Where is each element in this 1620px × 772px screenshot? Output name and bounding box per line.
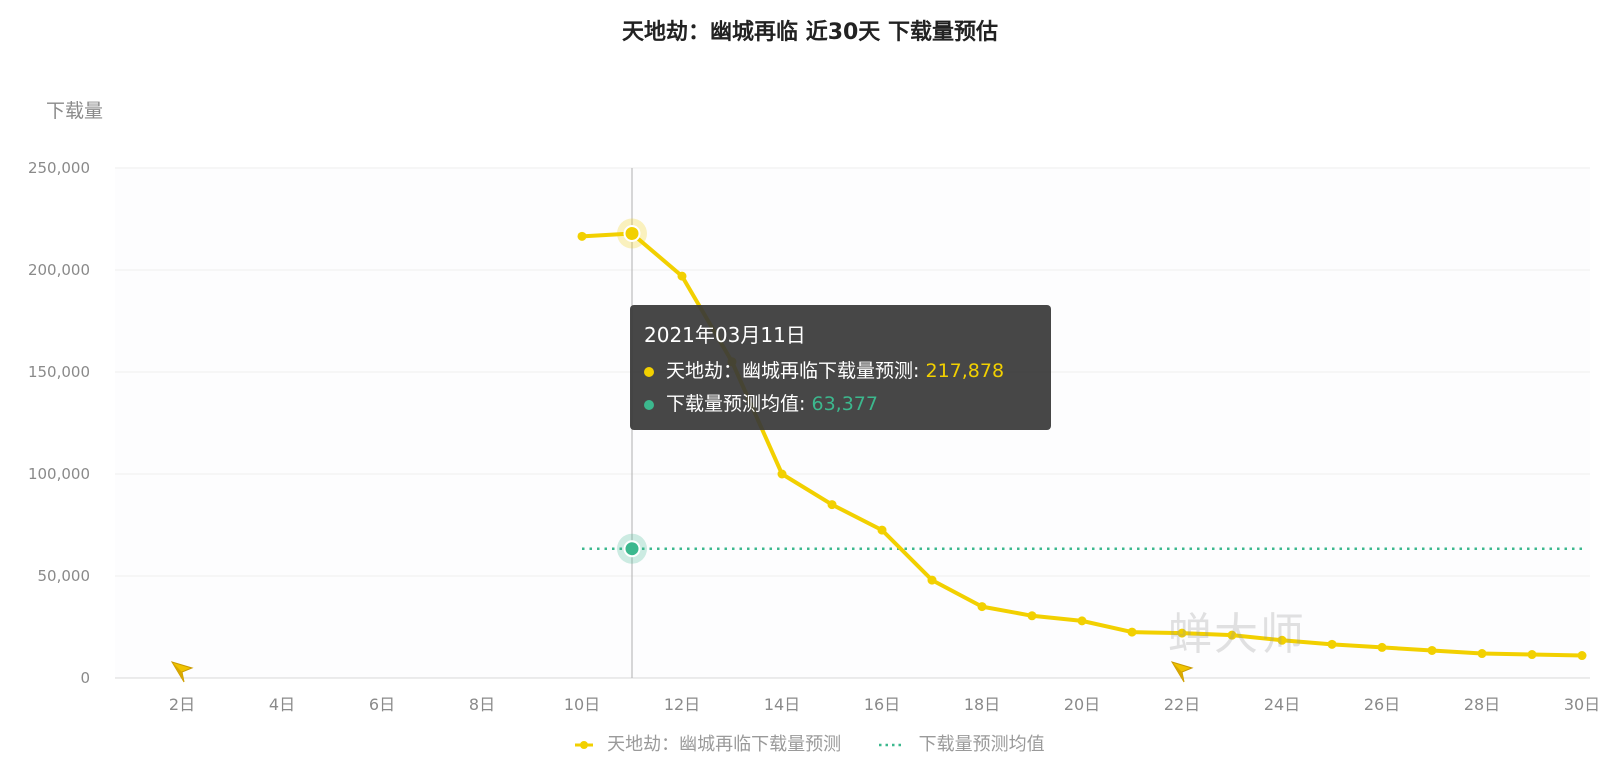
chart-title: 天地劫：幽城再临 近30天 下载量预估: [622, 20, 998, 45]
legend-item-forecast[interactable]: 天地劫：幽城再临下载量预测: [575, 730, 841, 756]
watermark: 蝉大师: [1168, 609, 1306, 660]
y-tick-label: 250,000: [28, 159, 90, 177]
data-point: [1527, 650, 1537, 660]
data-point: [1427, 645, 1437, 655]
data-point: [1277, 635, 1287, 645]
x-tick-label: 12日: [664, 695, 700, 714]
y-tick-label: 100,000: [28, 465, 90, 483]
highlight-point: [623, 225, 641, 243]
x-tick-label: 20日: [1064, 695, 1100, 714]
legend-label: 天地劫：幽城再临下载量预测: [607, 734, 842, 755]
x-tick-label: 4日: [269, 695, 295, 714]
x-tick-label: 30日: [1564, 695, 1600, 714]
x-tick-label: 8日: [469, 695, 495, 714]
data-point: [877, 525, 887, 535]
y-axis-label: 下载量: [46, 100, 104, 122]
data-point: [927, 575, 937, 585]
data-point: [1577, 651, 1587, 661]
data-point: [1227, 630, 1237, 640]
tooltip-dot-green: [644, 399, 654, 410]
data-point: [1177, 628, 1187, 638]
data-point: [1027, 611, 1037, 621]
flag-shade: [172, 662, 184, 682]
tooltip-label: 天地劫：幽城再临下载量预测:: [666, 360, 926, 382]
x-tick-label: 18日: [964, 695, 1000, 714]
data-point: [577, 231, 587, 241]
tooltip-value: 63,377: [811, 393, 878, 415]
data-point: [827, 500, 837, 510]
legend-item-mean[interactable]: 下载量预测均值: [878, 730, 1045, 756]
dotted-line-icon: [878, 743, 905, 747]
tooltip-label: 下载量预测均值:: [666, 393, 812, 415]
data-point: [1477, 649, 1487, 659]
x-tick-label: 28日: [1464, 695, 1500, 714]
tooltip-dot-yellow: [644, 366, 654, 377]
data-point: [1327, 639, 1337, 649]
tooltip-row-mean: 下载量预测均值: 63,377: [644, 389, 1037, 416]
data-point: [677, 271, 687, 281]
x-tick-label: 10日: [564, 695, 600, 714]
y-tick-label: 200,000: [28, 261, 90, 279]
data-point: [1127, 627, 1137, 637]
tooltip-row-forecast: 天地劫：幽城再临下载量预测: 217,878: [644, 356, 1037, 383]
data-point: [977, 602, 987, 612]
tooltip-date: 2021年03月11日: [644, 323, 806, 347]
data-point: [1077, 616, 1087, 626]
x-tick-label: 16日: [864, 695, 900, 714]
legend-label: 下载量预测均值: [918, 734, 1045, 755]
data-point: [1377, 642, 1387, 652]
tooltip-value: 217,878: [925, 360, 1005, 382]
flag-shade: [1172, 662, 1184, 682]
flag-icon[interactable]: [170, 661, 194, 683]
annotation-markers: [170, 661, 1194, 683]
x-tick-label: 14日: [764, 695, 800, 714]
diamond-icon: [575, 741, 594, 749]
x-tick-label: 2日: [169, 695, 195, 714]
x-axis-ticks: 2日 4日 6日 8日 10日 12日 14日 16日 18日 20日 22日 24日 26日 28日 30…: [169, 695, 1600, 714]
x-tick-label: 24日: [1264, 695, 1300, 714]
y-tick-label: 150,000: [28, 363, 90, 381]
legend: 天地劫：幽城再临下载量预测 下载量预测均值: [0, 730, 1620, 756]
data-point: [777, 469, 787, 479]
x-tick-label: 26日: [1364, 695, 1400, 714]
y-tick-label: 0: [80, 669, 90, 687]
y-axis-ticks: 0 50,000 100,000 150,000 200,000 250,000: [28, 159, 90, 687]
flag-icon[interactable]: [1170, 661, 1194, 683]
highlight-point: [623, 540, 641, 558]
x-tick-label: 6日: [369, 695, 395, 714]
y-tick-label: 50,000: [38, 567, 91, 585]
x-tick-label: 22日: [1164, 695, 1200, 714]
tooltip: 2021年03月11日 天地劫：幽城再临下载量预测: 217,878 下载量预测…: [630, 305, 1051, 430]
